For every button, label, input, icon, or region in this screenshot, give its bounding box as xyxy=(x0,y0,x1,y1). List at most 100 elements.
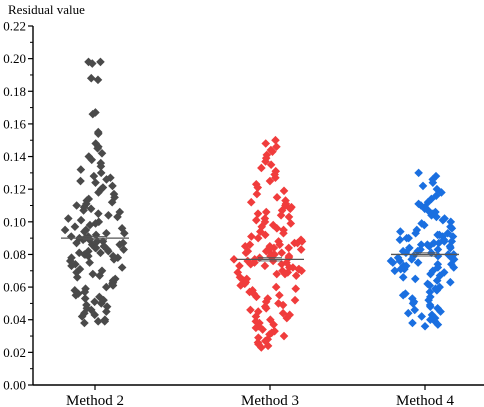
data-point xyxy=(388,258,398,267)
data-point xyxy=(251,317,261,326)
data-point xyxy=(279,228,288,238)
data-point xyxy=(276,210,286,220)
data-point xyxy=(79,206,88,215)
data-point xyxy=(408,318,417,328)
data-point xyxy=(67,261,76,271)
data-point xyxy=(408,299,418,308)
data-point xyxy=(97,299,106,308)
data-point xyxy=(86,204,96,214)
data-point xyxy=(96,248,105,258)
data-point xyxy=(108,181,117,191)
data-point xyxy=(435,230,444,240)
data-point xyxy=(433,245,443,254)
data-point xyxy=(236,281,245,290)
data-point xyxy=(271,135,280,145)
data-point xyxy=(285,204,295,214)
data-point xyxy=(118,238,128,248)
data-point xyxy=(70,222,80,232)
data-point xyxy=(447,259,456,269)
data-point xyxy=(84,152,94,161)
data-point xyxy=(296,245,306,254)
data-point xyxy=(115,207,125,217)
data-point xyxy=(246,259,256,269)
data-point xyxy=(76,215,86,225)
data-point xyxy=(426,302,435,311)
data-point xyxy=(107,197,117,207)
data-point xyxy=(447,224,457,233)
data-point xyxy=(253,183,263,192)
data-point xyxy=(87,59,97,68)
data-point xyxy=(290,295,300,305)
y-tick-label: 0.22 xyxy=(3,19,26,34)
data-point xyxy=(253,307,263,316)
data-point xyxy=(96,57,105,67)
data-point xyxy=(266,160,276,170)
data-point xyxy=(85,220,95,230)
data-point xyxy=(88,269,98,279)
data-point xyxy=(407,255,417,264)
x-category-label: Method 3 xyxy=(241,393,299,407)
data-point xyxy=(67,253,76,263)
data-point xyxy=(424,295,433,305)
data-point xyxy=(89,171,99,181)
data-point xyxy=(86,73,96,83)
data-point xyxy=(395,256,405,266)
y-tick-label: 0.10 xyxy=(3,214,26,229)
data-point xyxy=(271,173,280,183)
data-point xyxy=(80,227,89,236)
data-point xyxy=(263,341,273,351)
data-point xyxy=(93,75,103,85)
data-point xyxy=(297,237,307,246)
data-point xyxy=(94,188,103,197)
data-point xyxy=(77,312,87,321)
data-point xyxy=(434,238,444,248)
x-category-label: Method 4 xyxy=(396,393,454,407)
y-tick-label: 0.00 xyxy=(3,378,26,393)
data-point xyxy=(269,243,279,253)
y-tick-label: 0.08 xyxy=(3,247,26,262)
data-point xyxy=(91,178,100,187)
data-point xyxy=(72,201,81,210)
data-point xyxy=(91,219,100,228)
y-tick-label: 0.06 xyxy=(3,280,26,295)
y-tick-label: 0.02 xyxy=(3,345,26,360)
data-point xyxy=(65,256,75,266)
data-point xyxy=(109,255,119,264)
data-point xyxy=(265,176,275,186)
data-point xyxy=(99,241,109,251)
data-point xyxy=(272,193,282,202)
data-point xyxy=(99,295,108,305)
data-point xyxy=(417,312,426,321)
data-point xyxy=(94,217,104,227)
data-point xyxy=(235,273,245,282)
data-point xyxy=(72,268,81,277)
data-point xyxy=(284,212,294,222)
data-point xyxy=(428,266,438,276)
data-point xyxy=(398,246,408,256)
data-point xyxy=(423,197,433,207)
data-point xyxy=(395,235,405,245)
data-point xyxy=(104,210,113,220)
data-point xyxy=(251,323,261,333)
data-point xyxy=(390,266,400,276)
data-point xyxy=(291,271,301,280)
data-point xyxy=(435,271,445,280)
y-axis-title: Residual value xyxy=(8,2,85,17)
data-point xyxy=(235,261,244,271)
data-point xyxy=(291,284,301,294)
data-point xyxy=(396,227,405,236)
data-point xyxy=(60,225,70,235)
data-point xyxy=(440,237,449,246)
data-point xyxy=(254,333,263,342)
data-point xyxy=(96,162,106,171)
data-point xyxy=(279,331,289,341)
data-point xyxy=(274,237,283,246)
data-point xyxy=(233,268,243,277)
data-point xyxy=(277,259,286,269)
data-point xyxy=(426,292,435,302)
data-point xyxy=(272,142,281,152)
y-axis: 0.00 0.02 0.04 0.06 0.08 0.10 0.12 0.14 0.16 0.18… xyxy=(3,19,34,393)
data-point xyxy=(272,269,282,279)
data-point xyxy=(246,197,256,207)
data-point xyxy=(243,256,253,266)
